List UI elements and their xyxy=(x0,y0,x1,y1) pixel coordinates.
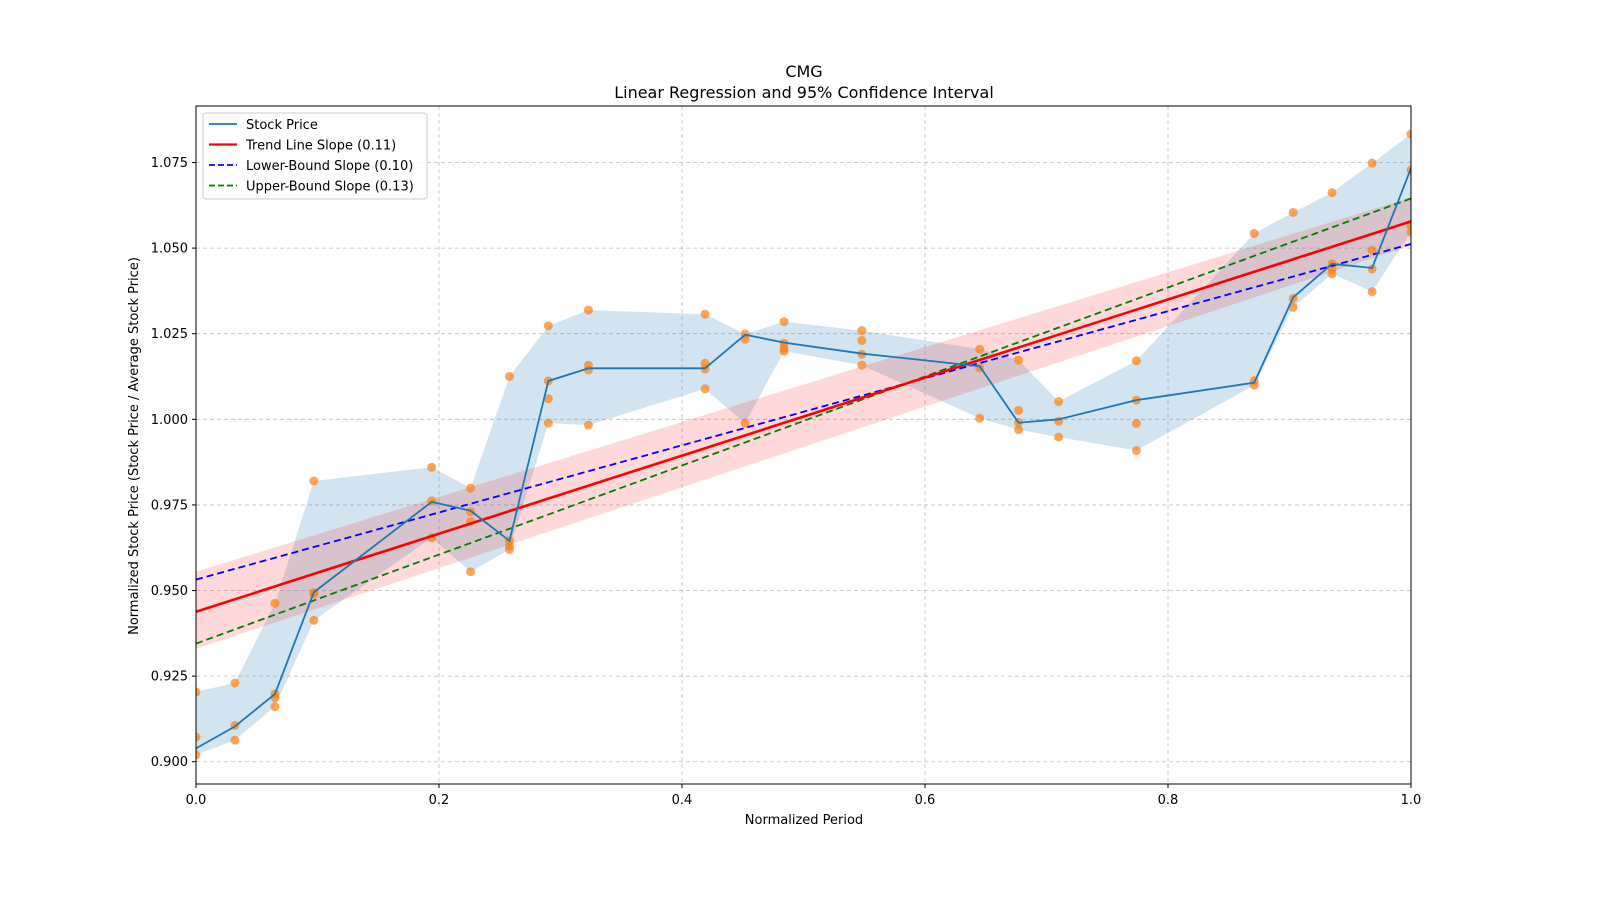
x-tick-label: 0.0 xyxy=(186,793,207,808)
trend-line xyxy=(196,220,1411,613)
legend-label-1: Trend Line Slope (0.11) xyxy=(245,139,396,154)
price-point xyxy=(1249,228,1259,238)
price-point xyxy=(1014,405,1024,415)
upper-bound-line xyxy=(196,197,1411,645)
price-point xyxy=(740,418,750,428)
x-axis-label: Normalized Period xyxy=(745,813,863,828)
price-point xyxy=(700,309,710,319)
price-point xyxy=(1131,418,1141,428)
chart-subtitle: Linear Regression and 95% Confidence Int… xyxy=(614,83,994,102)
plot-area xyxy=(196,129,1411,760)
y-axis-ticks: 0.900 0.925 0.950 0.975 1.000 1.025 1.050 1.075 xyxy=(151,156,196,770)
y-tick-label: 0.950 xyxy=(151,584,188,599)
price-point xyxy=(1288,207,1298,217)
x-tick-label: 0.4 xyxy=(672,793,693,808)
price-point xyxy=(196,750,201,760)
y-tick-label: 0.900 xyxy=(151,755,188,770)
price-point xyxy=(1054,397,1064,407)
legend-box xyxy=(202,112,428,200)
y-axis-label: Normalized Stock Price (Stock Price / Av… xyxy=(127,257,142,635)
price-point xyxy=(975,344,985,354)
price-point xyxy=(583,305,593,315)
price-point xyxy=(504,372,514,382)
axes-frame xyxy=(195,105,1412,785)
x-tick-label: 0.2 xyxy=(429,793,450,808)
price-point xyxy=(1406,129,1411,139)
legend-label-0: Stock Price xyxy=(246,118,318,133)
price-point xyxy=(196,732,201,742)
price-point xyxy=(543,321,553,331)
price-point xyxy=(975,413,985,423)
x-tick-label: 1.0 xyxy=(1401,793,1422,808)
legend: Stock Price Trend Line Slope (0.11) Lower-… xyxy=(202,112,428,200)
y-tick-label: 1.075 xyxy=(151,156,188,171)
price-point xyxy=(583,420,593,430)
price-point xyxy=(1367,287,1377,297)
price-point xyxy=(230,735,240,745)
price-point xyxy=(427,462,437,472)
price-point xyxy=(1367,158,1377,168)
price-point xyxy=(1406,227,1411,237)
x-tick-label: 0.8 xyxy=(1158,793,1179,808)
price-point xyxy=(543,394,553,404)
y-tick-label: 1.050 xyxy=(151,242,188,257)
price-point xyxy=(230,678,240,688)
legend-label-3: Upper-Bound Slope (0.13) xyxy=(246,180,414,195)
price-point xyxy=(1054,432,1064,442)
price-point xyxy=(466,483,476,493)
price-point xyxy=(1131,445,1141,455)
y-tick-label: 0.925 xyxy=(151,670,188,685)
price-point xyxy=(1367,264,1377,274)
chart-title: CMG xyxy=(785,62,822,81)
price-point xyxy=(270,702,280,712)
price-point xyxy=(309,615,319,625)
price-point xyxy=(1327,269,1337,279)
price-point xyxy=(1131,356,1141,366)
price-point xyxy=(1014,355,1024,365)
lower-bound-line xyxy=(196,243,1411,581)
price-point xyxy=(270,598,280,608)
price-point xyxy=(857,360,867,370)
price-point xyxy=(700,384,710,394)
y-tick-label: 0.975 xyxy=(151,498,188,513)
price-point xyxy=(196,687,201,697)
price-point xyxy=(466,567,476,577)
price-point xyxy=(857,336,867,346)
price-point xyxy=(504,544,514,554)
legend-label-2: Lower-Bound Slope (0.10) xyxy=(246,159,413,174)
price-point xyxy=(543,418,553,428)
price-point xyxy=(1367,245,1377,255)
price-point xyxy=(1288,302,1298,312)
price-point xyxy=(1014,425,1024,435)
price-point xyxy=(779,317,789,327)
price-point xyxy=(857,326,867,336)
x-tick-label: 0.6 xyxy=(915,793,936,808)
x-axis-ticks: 0.0 0.2 0.4 0.6 0.8 1.0 xyxy=(186,784,1422,808)
stock-price-line xyxy=(196,167,1411,750)
price-point xyxy=(1327,188,1337,198)
price-point xyxy=(779,346,789,356)
y-tick-label: 1.025 xyxy=(151,327,188,342)
price-point xyxy=(309,476,319,486)
y-tick-label: 1.000 xyxy=(151,413,188,428)
